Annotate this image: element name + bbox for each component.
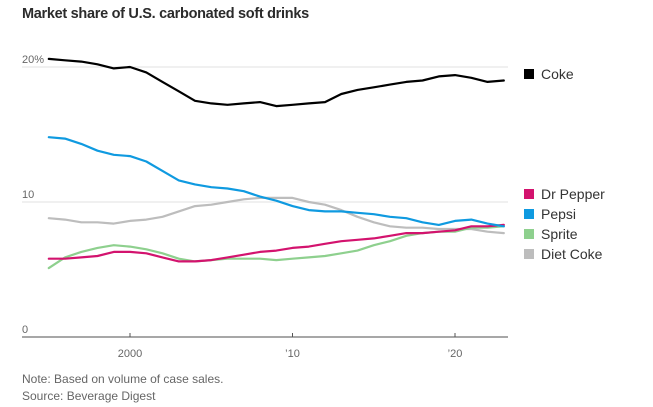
series-line-pepsi xyxy=(47,136,505,228)
legend-swatch-sprite xyxy=(524,229,534,239)
legend-label-diet-coke: Diet Coke xyxy=(541,246,603,262)
series-lines xyxy=(47,57,505,270)
legend-label-sprite: Sprite xyxy=(541,226,578,242)
series-line-diet-coke xyxy=(47,196,505,235)
legend-item-dr-pepper: Dr Pepper xyxy=(524,186,605,202)
x-tick-label: 2000 xyxy=(118,348,142,360)
legend-label-coke: Coke xyxy=(541,66,574,82)
gridlines: 0 10 20% xyxy=(22,54,508,336)
footnote: Note: Based on volume of case sales. xyxy=(22,372,224,386)
series-line-dr-pepper xyxy=(47,223,505,263)
legend-item-diet-coke: Diet Coke xyxy=(524,246,602,262)
chart-title: Market share of U.S. carbonated soft dri… xyxy=(22,6,309,22)
x-tick-label: ’20 xyxy=(448,348,463,360)
y-tick-label: 20% xyxy=(22,54,44,66)
legend-item-sprite: Sprite xyxy=(524,226,578,242)
legend-swatch-dr-pepper xyxy=(524,189,534,199)
legend-item-pepsi: Pepsi xyxy=(524,206,576,222)
legend-swatch-diet-coke xyxy=(524,249,534,259)
legend-swatch-pepsi xyxy=(524,209,534,219)
x-tick-label: ’10 xyxy=(285,348,300,360)
y-tick-label: 0 xyxy=(22,324,28,336)
source-note: Source: Beverage Digest xyxy=(22,389,156,403)
legend-label-pepsi: Pepsi xyxy=(541,206,577,222)
legend-swatch-coke xyxy=(524,69,534,79)
legend-item-coke: Coke xyxy=(524,66,574,82)
legend-label-dr-pepper: Dr Pepper xyxy=(541,186,605,202)
x-axis: 2000 ’10 ’20 xyxy=(22,333,508,360)
y-tick-label: 10 xyxy=(22,189,34,201)
series-line-coke xyxy=(47,57,505,108)
